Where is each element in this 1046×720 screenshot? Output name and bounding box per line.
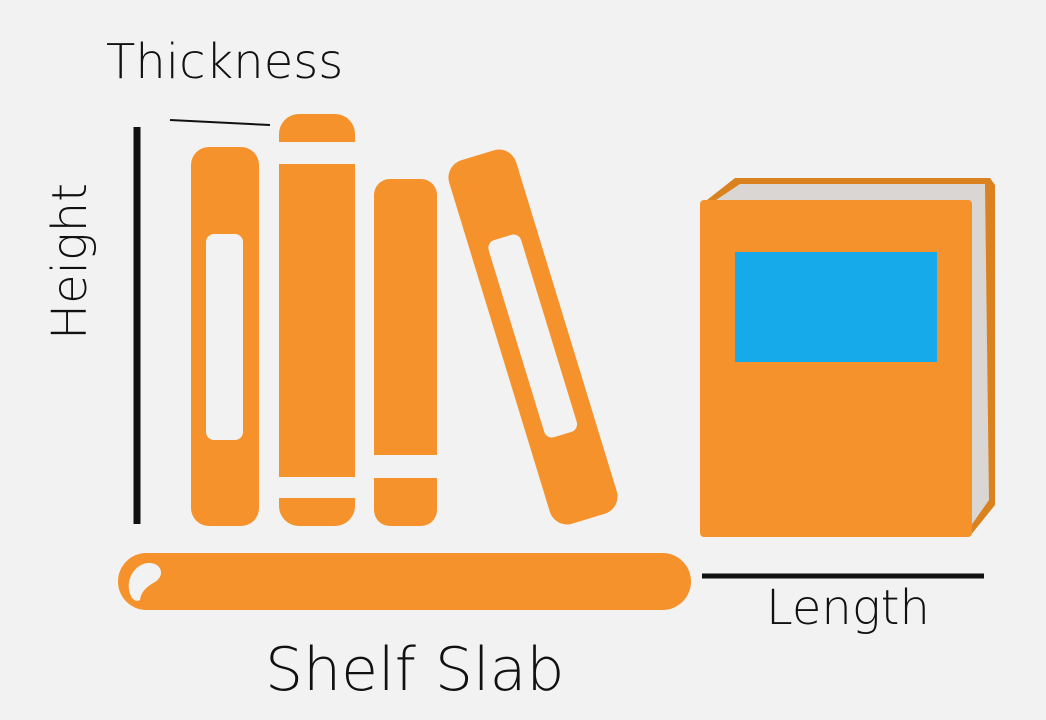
book-spine-4-leaning xyxy=(448,149,618,525)
book-spine-2 xyxy=(279,114,355,526)
book-spine-3-band xyxy=(374,455,437,478)
shelf-slab-highlight xyxy=(128,562,162,601)
length-label: Length xyxy=(766,580,930,636)
shelf-slab-label: Shelf Slab xyxy=(265,635,565,705)
book-spine-1-window xyxy=(206,234,243,440)
book-spine-2-bottom-band xyxy=(279,477,355,498)
book-cover xyxy=(700,178,995,537)
book-spine-4-window xyxy=(488,234,578,438)
book-front-cover xyxy=(700,200,972,537)
thickness-label: Thickness xyxy=(106,34,343,90)
book-spine-2-top-band xyxy=(279,142,355,164)
book-spine-1 xyxy=(191,147,259,526)
thickness-pointer-line xyxy=(169,119,271,126)
book-spine-3 xyxy=(374,179,437,526)
book-cover-label xyxy=(735,252,937,362)
height-label: Height xyxy=(42,183,98,340)
shelf-slab xyxy=(118,553,691,610)
